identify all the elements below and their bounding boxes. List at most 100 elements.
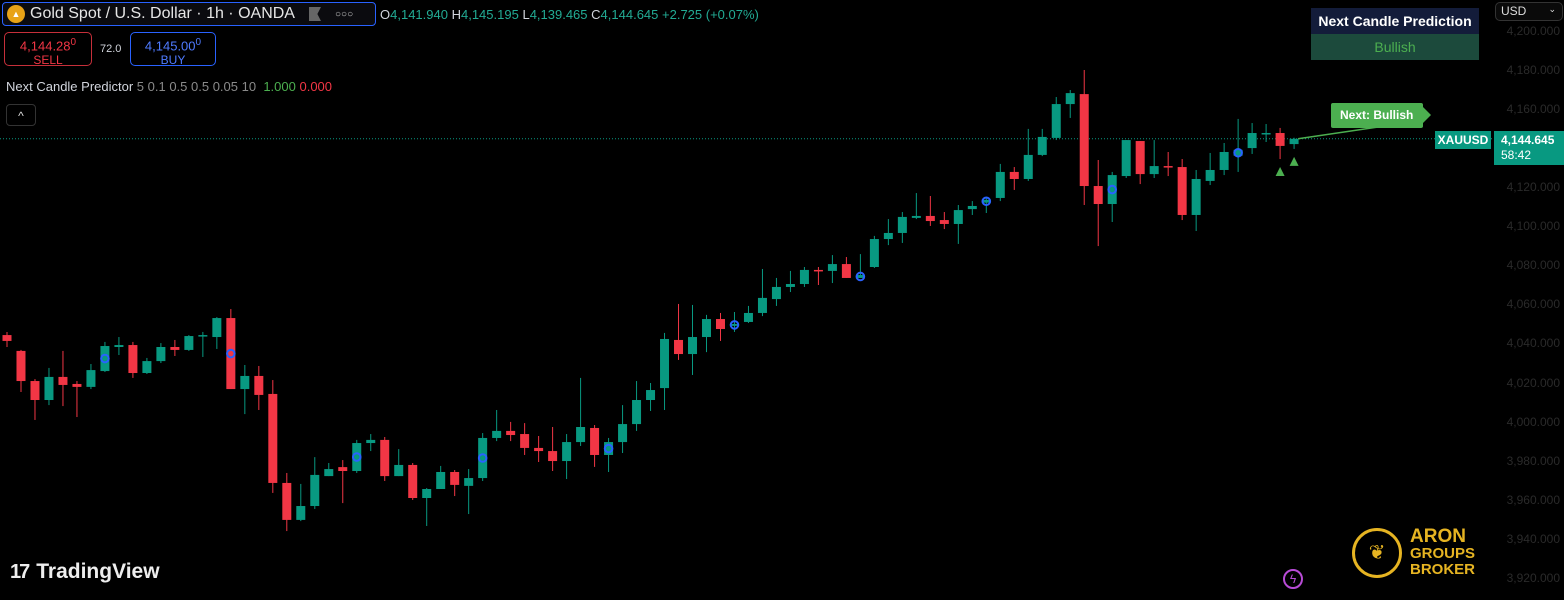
high-value: 4,145.195 [460,7,519,22]
bearish-candle [338,467,348,472]
bullish-candle [757,297,767,313]
price-axis-label: 4,180.000 [1506,62,1560,77]
bullish-candle [352,443,362,472]
bullish-candle [604,442,614,455]
buy-price-pip: 0 [195,37,202,48]
change-value: +2.725 (+0.07%) [662,7,759,22]
bullish-candle [646,390,656,401]
bearish-candle [674,339,684,355]
signal-circle-marker [981,196,992,207]
bullish-candle [492,430,502,438]
signal-circle-marker [855,271,866,282]
sell-button[interactable]: 4,144.280 SELL [4,32,92,68]
bullish-candle [883,232,893,240]
signal-circle-marker [226,348,236,359]
bullish-candle [184,336,194,350]
bearish-candle [939,220,949,224]
price-axis-label: 4,060.000 [1506,297,1560,312]
ohlc-readout: O4,141.940 H4,145.195 L4,139.465 C4,144.… [380,7,759,22]
spread-value: 72.0 [100,43,122,55]
bearish-candle [1135,141,1145,175]
prediction-table-value: Bullish [1311,34,1479,60]
last-price: 4,144.645 [1501,133,1555,147]
bullish-candle [1289,138,1299,145]
low-value: 4,139.465 [529,7,588,22]
aron-groups-broker-logo: ❦ ARON GROUPS BROKER [1352,527,1475,578]
bullish-candle [660,338,670,389]
bullish-candle [743,312,753,322]
currency-value: USD [1501,4,1527,18]
bearish-candle [590,427,600,455]
bullish-candle [1233,149,1243,156]
flag-icon[interactable] [308,7,321,21]
close-value: 4,144.645 [600,7,659,22]
bullish-candle [632,400,642,425]
buy-price: 4,145.00 [144,38,196,54]
currency-select[interactable]: USD ⌄ [1495,2,1563,21]
bearish-candle [72,383,82,387]
bullish-candle [1121,140,1131,177]
bullish-candle [1107,175,1117,205]
leaf-emblem-icon: ❦ [1352,527,1402,578]
buy-button[interactable]: 4,145.000 BUY [130,32,216,67]
price-axis-label: 4,080.000 [1506,258,1560,273]
price-axis-label: 3,940.000 [1506,532,1560,547]
bearish-candle [268,393,278,483]
bullish-candle [212,318,222,338]
bullish-candle [967,205,977,210]
bullish-candle [1023,154,1033,179]
bearish-candle [813,269,823,272]
signal-circle-marker [1107,184,1118,195]
prediction-table-header: Next Candle Prediction [1311,8,1479,34]
bullish-candle [1149,166,1159,175]
bullish-triangle-marker [1275,167,1285,177]
bullish-candle [436,471,446,490]
bearish-candle [1079,94,1089,187]
chevron-up-icon: ^ [18,109,24,123]
bullish-candle [1205,169,1215,181]
bullish-candle [464,478,474,486]
bullish-candle [1219,151,1229,170]
tradingview-logo[interactable]: 17 TradingView [10,560,160,584]
prediction-table: Next Candle Prediction Bullish [1311,8,1479,60]
bearish-candle [1093,186,1103,205]
symbol-price-tag: XAUUSD [1435,131,1491,149]
sell-label: SELL [33,53,63,68]
bullish-candle [911,215,921,218]
bullish-candle [394,464,404,477]
bearish-candle [520,434,530,448]
bullish-candle [688,337,698,355]
sell-price-pip: 0 [70,37,77,48]
signal-circle-marker [603,443,614,454]
lightning-icon[interactable]: ϟ [1283,569,1303,589]
price-axis-label: 3,960.000 [1506,492,1560,507]
bullish-candle [702,319,711,338]
broker-line-1: ARON [1410,526,1466,547]
bullish-candle [729,323,739,326]
collapse-legend-button[interactable]: ^ [6,104,36,126]
symbol-header[interactable]: ▲ Gold Spot / U.S. Dollar · 1h · OANDA ○… [2,2,376,26]
bullish-candle [981,199,991,203]
signal-circle-marker [729,320,740,330]
more-options-icon[interactable]: ○○○ [334,8,354,20]
low-key: L [522,7,530,22]
bullish-candle [86,370,96,387]
chevron-down-icon: ⌄ [1548,4,1556,14]
price-axis-label: 4,000.000 [1506,414,1560,429]
bearish-candle [408,464,418,499]
indicator-bull-value: 1.000 [263,79,296,94]
symbol-title: Gold Spot / U.S. Dollar · 1h · OANDA [30,5,295,22]
bullish-triangle-marker [1289,156,1299,166]
tradingview-wordmark: TradingView [36,560,160,583]
price-axis-label: 4,100.000 [1506,219,1560,234]
price-axis-label: 4,020.000 [1506,375,1560,390]
bearish-candle [380,439,390,477]
signal-circle-marker [1233,147,1243,158]
indicator-legend[interactable]: Next Candle Predictor 5 0.1 0.5 0.5 0.05… [6,79,332,94]
price-axis-label: 3,920.000 [1506,571,1560,586]
bullish-candle [799,269,809,285]
bullish-candle [618,424,628,443]
broker-line-3: BROKER [1410,561,1476,578]
bullish-candle [562,442,572,462]
